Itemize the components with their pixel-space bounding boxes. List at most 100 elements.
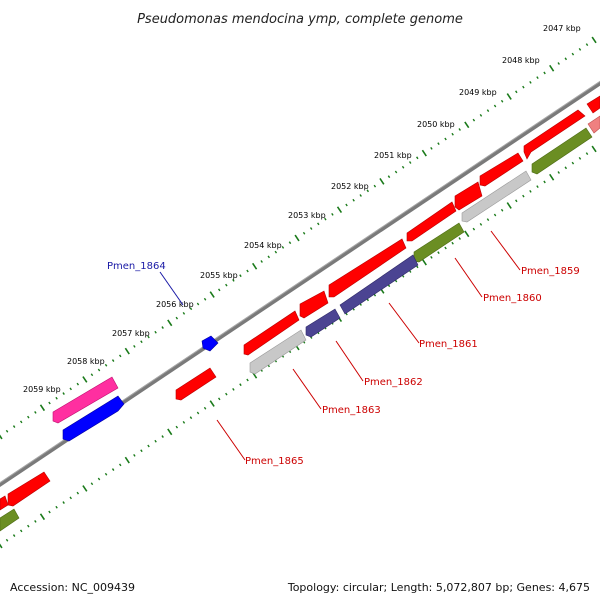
ruler-minor-tick: [274, 250, 278, 254]
gene-label[interactable]: Pmen_1862: [364, 377, 423, 388]
gene-feature[interactable]: [0, 495, 9, 511]
gene-feature[interactable]: [454, 181, 483, 211]
gene-feature[interactable]: [175, 367, 217, 401]
kbp-label: 2054 kbp: [244, 241, 282, 250]
inner-ruler: [0, 145, 597, 549]
ruler-minor-tick: [246, 269, 249, 273]
ruler-minor-tick: [5, 429, 9, 433]
gene-label[interactable]: Pmen_1863: [322, 405, 381, 416]
forward-strand-genes: [0, 95, 600, 511]
ruler-minor-tick: [585, 43, 589, 47]
ruler-minor-tick: [430, 147, 433, 150]
kbp-label: 2048 kbp: [502, 56, 540, 65]
ruler-minor-tick: [529, 80, 532, 84]
gene-feature[interactable]: [587, 115, 600, 134]
ruler-minor-tick: [352, 198, 355, 202]
gene-feature[interactable]: [62, 395, 125, 442]
ruler-major-tick: [421, 258, 427, 266]
ruler-minor-tick: [69, 387, 72, 391]
ruler-minor-tick: [147, 444, 150, 448]
ruler-minor-tick: [557, 171, 560, 174]
gene-label[interactable]: Pmen_1859: [521, 266, 580, 277]
ruler-minor-tick: [182, 421, 186, 424]
ruler-minor-tick: [111, 359, 115, 362]
ruler-minor-tick: [522, 194, 525, 198]
gene-feature[interactable]: [339, 254, 419, 315]
ruler-minor-tick: [62, 392, 65, 395]
ruler-minor-tick: [133, 454, 136, 457]
kbp-label: 2049 kbp: [459, 88, 497, 97]
ruler-major-tick: [421, 149, 427, 157]
ruler-minor-tick: [571, 161, 575, 165]
ruler-minor-tick: [232, 388, 235, 391]
ruler-minor-tick: [203, 297, 207, 301]
ruler-minor-tick: [189, 416, 193, 420]
ruler-minor-tick: [345, 203, 348, 207]
gene-feature[interactable]: [243, 310, 300, 356]
gene-feature[interactable]: [0, 508, 20, 532]
kbp-label: 2055 kbp: [200, 271, 238, 280]
ruler-minor-tick: [140, 340, 143, 344]
ruler-minor-tick: [394, 170, 398, 174]
ruler-minor-tick: [175, 425, 179, 429]
ruler-major-tick: [252, 262, 258, 270]
kbp-label: 2050 kbp: [417, 120, 455, 129]
gene-label[interactable]: Pmen_1864: [107, 261, 166, 272]
ruler-minor-tick: [408, 161, 412, 164]
ruler-minor-tick: [458, 237, 461, 240]
kbp-label: 2056 kbp: [156, 300, 194, 309]
ruler-minor-tick: [430, 256, 433, 259]
kbp-label: 2052 kbp: [331, 182, 369, 191]
ruler-major-tick: [506, 93, 512, 100]
ruler-minor-tick: [19, 420, 23, 424]
gene-feature[interactable]: [523, 109, 586, 160]
ruler-minor-tick: [5, 538, 9, 542]
ruler-major-tick: [167, 428, 173, 436]
ruler-major-tick: [0, 434, 3, 440]
ruler-minor-tick: [12, 534, 16, 537]
ruler-major-tick: [336, 206, 343, 214]
ruler-major-tick: [506, 202, 512, 209]
gene-feature[interactable]: [531, 127, 593, 175]
ruler-major-tick: [379, 178, 385, 185]
gene-feature[interactable]: [305, 308, 341, 338]
gene-feature[interactable]: [249, 329, 307, 375]
gene-label[interactable]: Pmen_1861: [419, 339, 478, 350]
gene-label[interactable]: Pmen_1860: [483, 293, 542, 304]
ruler-major-tick: [591, 145, 597, 153]
ruler-minor-tick: [472, 227, 476, 231]
gene-feature[interactable]: [328, 238, 407, 298]
ruler-minor-tick: [288, 241, 292, 245]
gene-feature[interactable]: [461, 170, 532, 223]
ruler-minor-tick: [62, 501, 65, 504]
gene-label[interactable]: Pmen_1865: [245, 456, 304, 467]
ruler-minor-tick: [387, 175, 391, 179]
gene-feature[interactable]: [299, 290, 329, 319]
ruler-minor-tick: [444, 137, 447, 141]
ruler-minor-tick: [196, 302, 200, 306]
ruler-minor-tick: [55, 396, 58, 400]
ruler-minor-tick: [90, 482, 94, 486]
kbp-label: 2053 kbp: [288, 211, 326, 220]
ruler-minor-tick: [331, 213, 334, 216]
ruler-minor-tick: [239, 274, 242, 278]
ruler-minor-tick: [133, 345, 136, 348]
ruler-minor-tick: [486, 109, 490, 113]
kbp-labels: 2047 kbp 2048 kbp 2049 kbp 2050 kbp 2051…: [23, 24, 581, 394]
ruler-minor-tick: [416, 265, 419, 269]
ruler-minor-tick: [486, 218, 490, 222]
ruler-minor-tick: [493, 104, 497, 108]
ruler-minor-tick: [19, 529, 23, 533]
ruler-minor-tick: [154, 330, 157, 334]
gene-feature[interactable]: [586, 95, 600, 114]
gene-feature[interactable]: [52, 376, 119, 424]
ruler-minor-tick: [118, 463, 122, 467]
ruler-minor-tick: [161, 435, 164, 438]
gene-feature[interactable]: [7, 471, 51, 507]
ruler-major-tick: [0, 543, 3, 549]
gene-feature[interactable]: [406, 201, 457, 242]
ruler-minor-tick: [111, 468, 115, 471]
gene-feature[interactable]: [479, 152, 524, 187]
gene-feature[interactable]: [201, 335, 219, 352]
